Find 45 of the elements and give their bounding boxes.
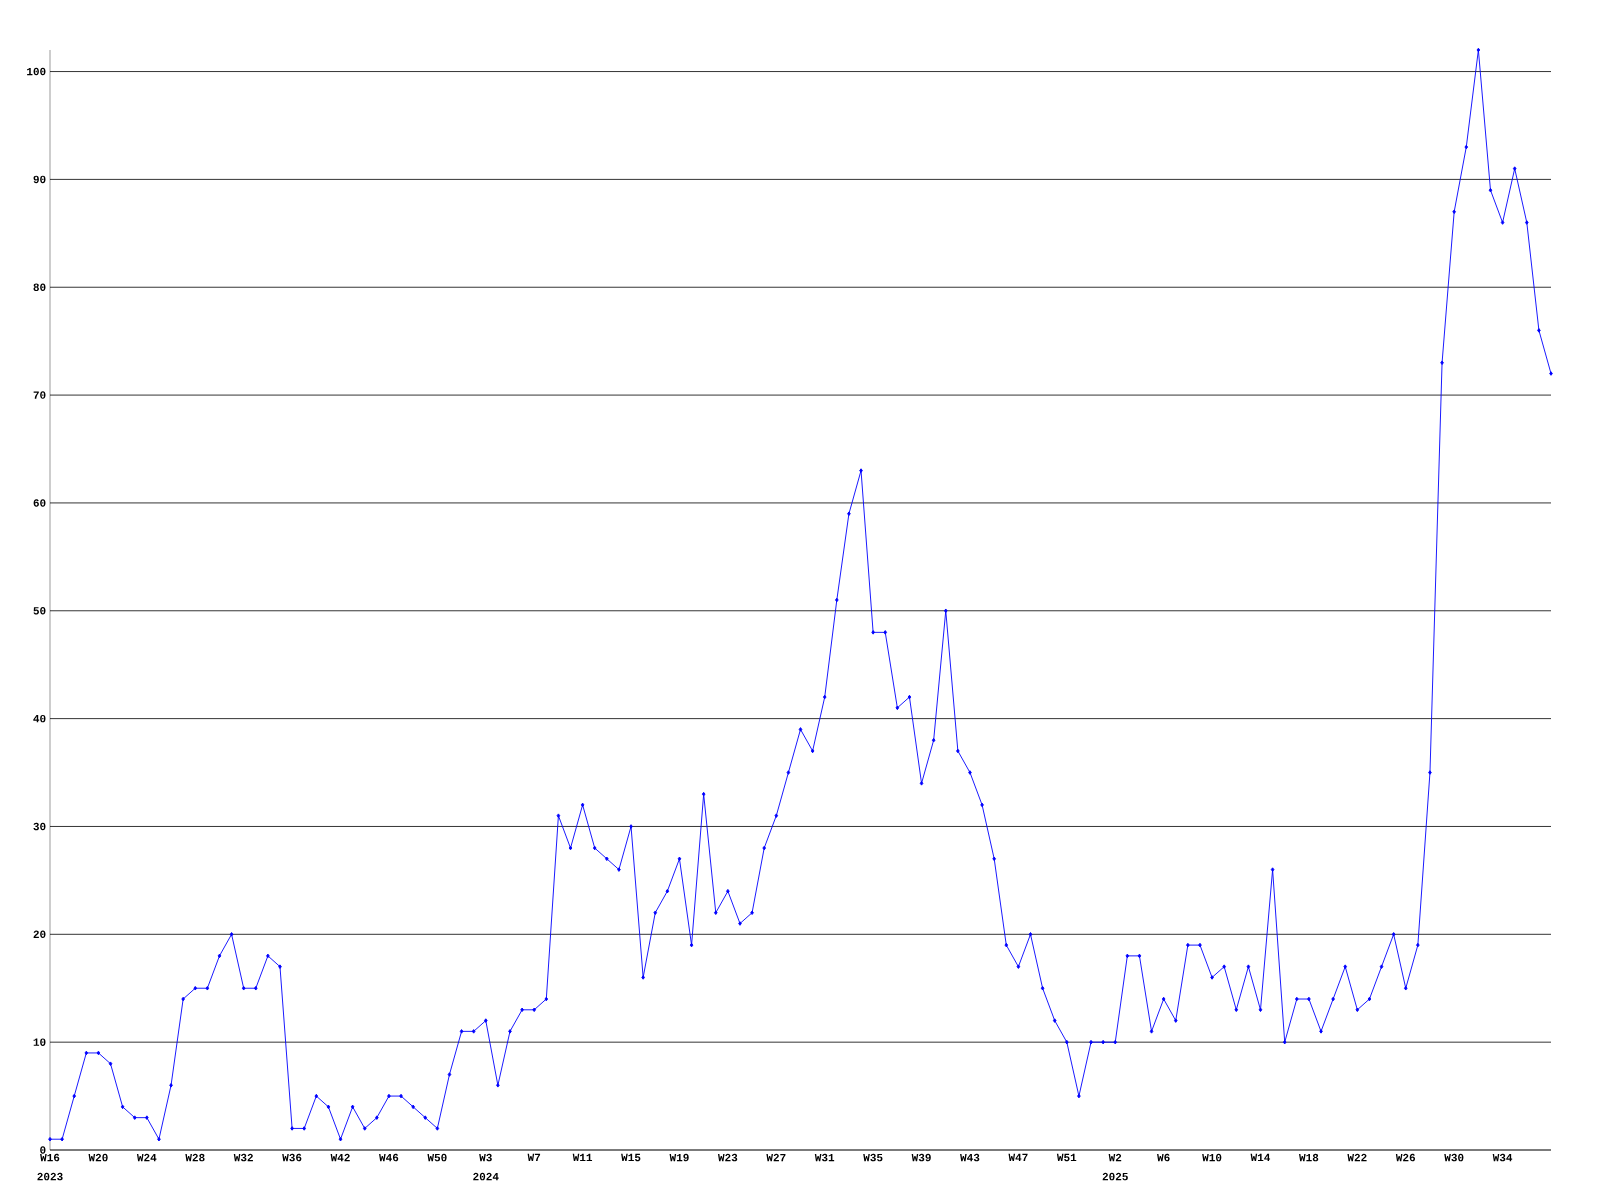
x-tick-label: W31: [814, 1153, 835, 1162]
y-tick-label: 60: [33, 499, 46, 507]
x-tick-label: W19: [669, 1153, 689, 1162]
y-tick-label: 0: [40, 1146, 46, 1154]
x-tick-label: W35: [863, 1153, 883, 1162]
y-tick-label: 80: [33, 283, 46, 291]
x-tick-label: W39: [911, 1153, 931, 1162]
x-tick-label: W46: [379, 1153, 399, 1162]
x-tick-label: W42: [330, 1153, 350, 1162]
text: 2025: [1102, 1172, 1128, 1181]
y-tick-label: 70: [33, 391, 46, 399]
x-tick-label: W2: [1108, 1153, 1122, 1162]
x-tick-label: W32: [233, 1153, 253, 1162]
x-tick-label: W11: [572, 1153, 593, 1162]
x-tick-label: W3: [479, 1153, 492, 1162]
x-tick-label: W23: [717, 1153, 738, 1162]
y-tick-label: 50: [33, 607, 46, 615]
text: 2024: [473, 1172, 499, 1181]
x-tick-label: W43: [960, 1153, 980, 1162]
y-tick-label: 90: [33, 175, 46, 184]
x-tick-label: W15: [621, 1153, 641, 1162]
x-tick-label: W14: [1250, 1153, 1271, 1162]
x-tick-label: W7: [527, 1153, 541, 1162]
x-tick-label: W51: [1056, 1153, 1077, 1162]
x-tick-label: W28: [185, 1153, 205, 1162]
x-tick-label: W6: [1157, 1153, 1170, 1162]
text: 2023: [37, 1172, 63, 1181]
x-tick-label: W34: [1492, 1153, 1513, 1162]
x-tick-label: W22: [1347, 1153, 1367, 1162]
x-tick-label: W18: [1299, 1153, 1319, 1162]
y-tick-label: 20: [33, 930, 46, 939]
x-tick-label: W36: [282, 1153, 302, 1162]
y-tick-label: 40: [33, 714, 46, 723]
x-tick-label: W24: [136, 1153, 157, 1162]
x-tick-label: W47: [1008, 1153, 1028, 1162]
x-tick-label: W10: [1202, 1153, 1222, 1162]
x-tick-label: W30: [1444, 1153, 1464, 1162]
x-tick-label: W50: [427, 1153, 447, 1162]
x-tick-label: W27: [766, 1153, 786, 1162]
y-tick-label: 30: [33, 822, 46, 831]
y-tick-label: 100: [27, 67, 46, 76]
x-tick-label: W26: [1395, 1153, 1416, 1162]
y-tick-label: 10: [33, 1038, 46, 1046]
x-tick-label: W20: [88, 1153, 108, 1162]
x-tick-label: W16: [40, 1153, 60, 1162]
